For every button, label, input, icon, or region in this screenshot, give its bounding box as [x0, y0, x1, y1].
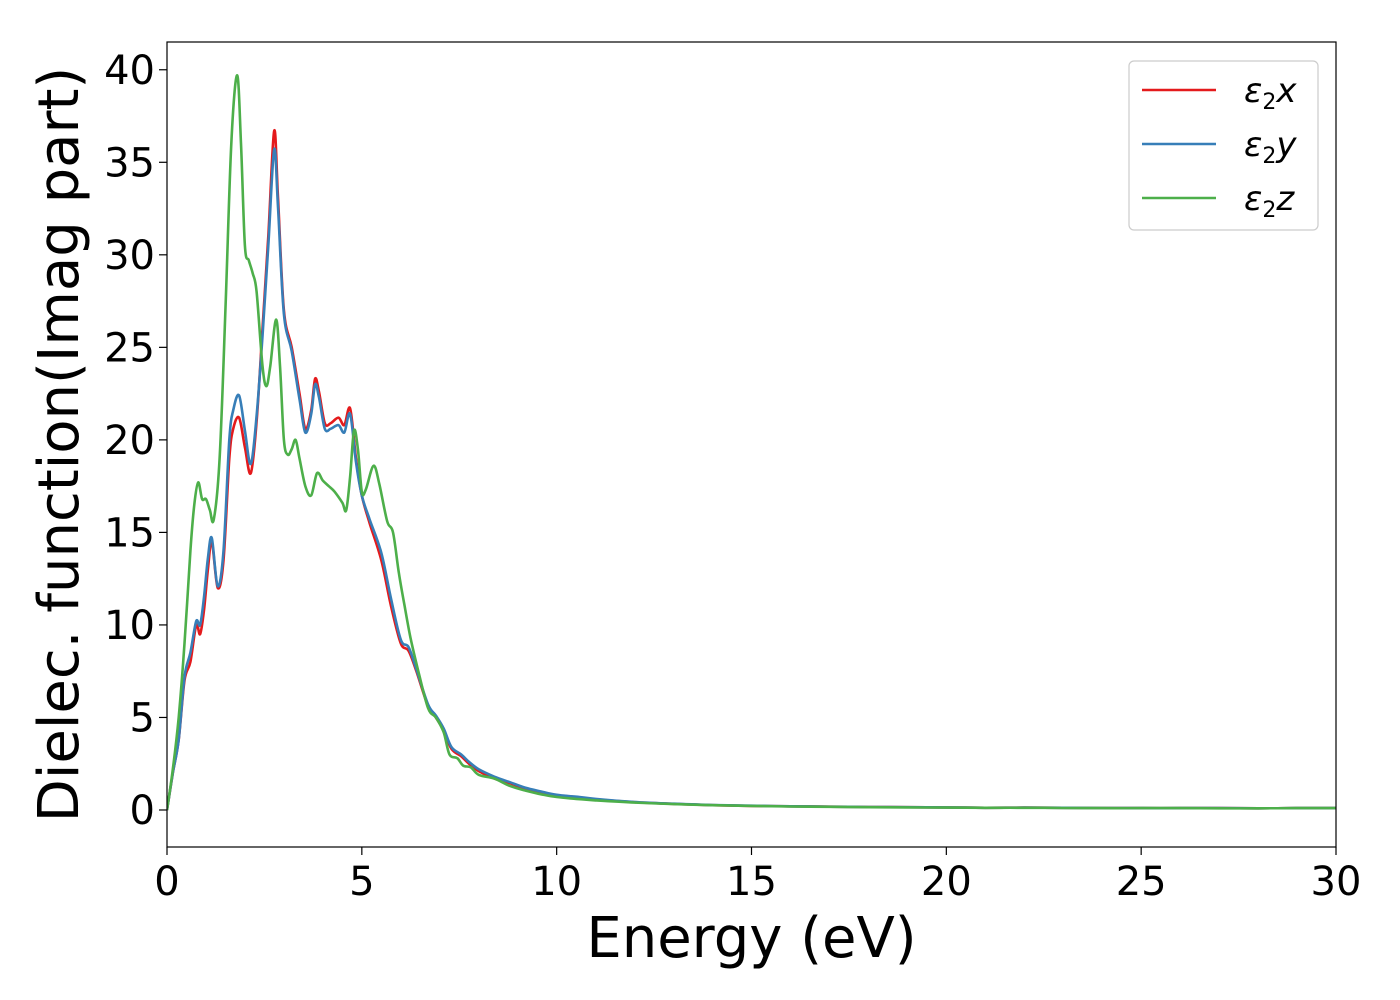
- legend-label-z: ε2z: [1244, 179, 1295, 223]
- y-tick-label: 15: [104, 510, 155, 556]
- series-layer: [167, 74, 1336, 811]
- y-axis-ticks: 0 5 10 15 20 25 30 35 40: [104, 48, 167, 834]
- y-tick-label: 35: [104, 140, 155, 186]
- x-tick-label: 25: [1116, 859, 1167, 905]
- x-tick-label: 0: [154, 859, 179, 905]
- legend-box: [1128, 60, 1319, 231]
- y-axis-title: Dielec. function(Imag part): [27, 67, 92, 823]
- x-axis-title: Energy (eV): [586, 906, 916, 971]
- x-tick-label: 15: [726, 859, 777, 905]
- y-tick-label: 0: [130, 788, 155, 834]
- legend: ε2x ε2y ε2z: [1128, 60, 1319, 231]
- x-tick-label: 10: [531, 859, 582, 905]
- x-tick-label: 5: [349, 859, 374, 905]
- x-tick-label: 30: [1311, 859, 1362, 905]
- y-tick-label: 30: [104, 233, 155, 279]
- y-tick-label: 40: [104, 48, 155, 94]
- y-tick-label: 25: [104, 325, 155, 371]
- y-tick-label: 10: [104, 603, 155, 649]
- x-axis-ticks: 0 5 10 15 20 25 30: [154, 847, 1361, 905]
- series-line-z: [167, 74, 1336, 811]
- legend-label-y: ε2y: [1244, 125, 1297, 169]
- legend-label-x: ε2x: [1244, 71, 1297, 115]
- y-tick-label: 5: [130, 695, 155, 741]
- x-tick-label: 20: [921, 859, 972, 905]
- y-tick-label: 20: [104, 418, 155, 464]
